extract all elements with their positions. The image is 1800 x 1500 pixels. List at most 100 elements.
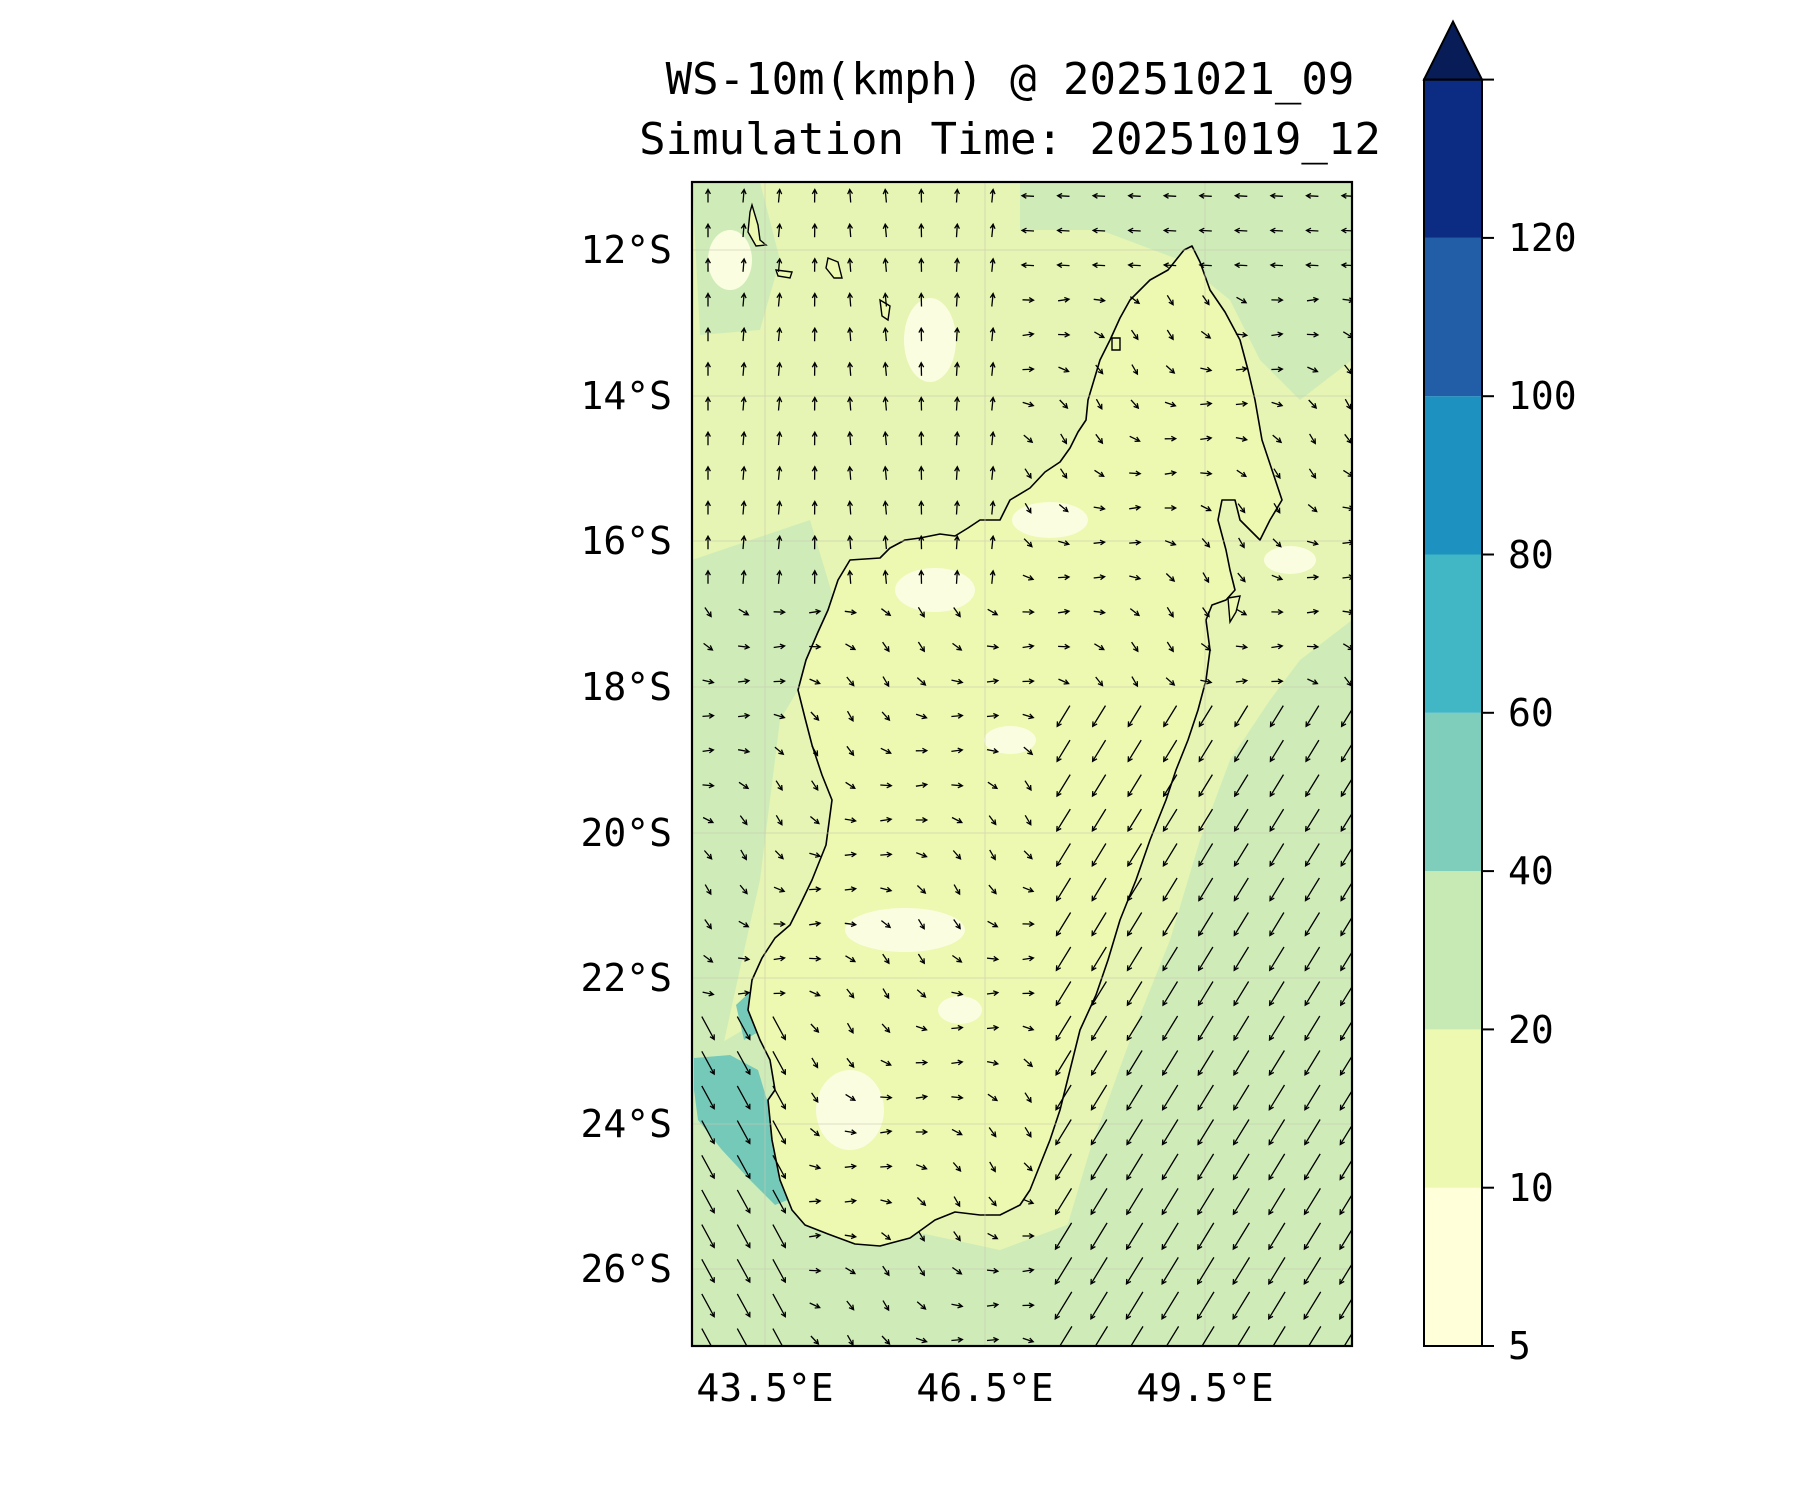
wind-arrow [916, 885, 927, 895]
wind-arrow [989, 430, 996, 446]
wind-arrow [1024, 814, 1032, 826]
wind-arrow [951, 1059, 964, 1066]
wind-arrow [1058, 331, 1071, 338]
wind-arrow [881, 1335, 891, 1345]
wind-arrow [1198, 739, 1213, 763]
wind-arrow [1129, 574, 1142, 581]
wind-arrow [705, 569, 711, 584]
wind-arrow [846, 710, 854, 722]
wind-arrow [1091, 946, 1107, 972]
wind-arrow [1344, 398, 1352, 410]
wind-arrow [1022, 990, 1035, 997]
wind-arrow [1340, 812, 1352, 833]
wind-arrow [1093, 297, 1106, 304]
wind-arrow [1236, 608, 1248, 616]
wind-arrow [916, 1197, 927, 1207]
wind-arrow [1162, 774, 1178, 798]
lat-label-16s: 16°S [580, 519, 672, 563]
wind-arrow [1024, 780, 1032, 792]
colorbar [1422, 19, 1494, 1348]
wind-arrow [1165, 1326, 1180, 1346]
wind-arrow [740, 326, 747, 342]
wind-arrow [1162, 877, 1178, 902]
wind-arrow [702, 712, 715, 719]
wind-arrow [847, 222, 854, 238]
wind-arrow [773, 955, 786, 962]
wind-arrow [775, 780, 783, 792]
wind-arrow [953, 1196, 961, 1208]
wind-arrow [882, 534, 889, 550]
wind-arrow [1202, 295, 1210, 306]
lat-label-12s: 12°S [580, 228, 672, 272]
wind-arrow [1094, 331, 1106, 339]
wind-arrow [1126, 1188, 1144, 1216]
wind-arrow [1059, 399, 1069, 409]
wind-arrow [1095, 676, 1104, 687]
wind-arrow [915, 1337, 928, 1344]
wind-arrow [1022, 401, 1035, 408]
wind-arrow [1268, 946, 1285, 972]
wind-arrow [1339, 1297, 1352, 1320]
wind-arrow [1055, 981, 1072, 1007]
wind-arrow [880, 816, 893, 823]
wind-arrow [1090, 1222, 1108, 1251]
wind-arrow [738, 712, 751, 719]
wind-arrow [915, 1025, 928, 1032]
wind-arrow [1269, 912, 1285, 937]
wind-arrow [809, 920, 822, 927]
wind-arrow [1197, 981, 1214, 1007]
wind-arrow [1091, 981, 1107, 1007]
wind-arrow [1306, 574, 1320, 581]
wind-arrow [846, 1022, 854, 1034]
wind-arrow [1162, 227, 1177, 234]
wind-arrow [1304, 877, 1320, 902]
wind-arrow [918, 361, 925, 376]
wind-arrow [1058, 574, 1071, 581]
wind-arrow [1024, 1126, 1032, 1138]
wind-arrow [951, 1094, 964, 1101]
wind-arrow [1090, 1257, 1108, 1286]
wind-arrow [810, 1335, 820, 1345]
wind-arrow [1339, 1228, 1352, 1251]
wind-arrow [1309, 433, 1316, 445]
wind-arrow [1232, 1291, 1251, 1320]
wind-arrow [773, 609, 786, 615]
wind-arrow [811, 534, 818, 550]
wind-arrow [1058, 540, 1071, 546]
wind-arrow [1236, 1326, 1251, 1346]
wind-arrow [989, 361, 996, 376]
wind-arrow [776, 500, 783, 515]
wind-arrow [1094, 469, 1105, 478]
wind-arrow [989, 849, 996, 861]
wind-arrow [1238, 537, 1245, 549]
wind-arrow [954, 292, 960, 307]
wind-arrow [880, 1094, 893, 1101]
wind-arrow [811, 569, 818, 584]
colorbar-label-40: 40 [1508, 849, 1554, 893]
wind-arrow [1129, 435, 1141, 442]
wind-arrow [1233, 774, 1249, 798]
wind-arrow [1273, 502, 1281, 514]
wind-arrow [1162, 192, 1177, 199]
wind-arrow [740, 361, 747, 376]
wind-arrow [1269, 227, 1283, 234]
wind-arrow [1022, 1198, 1035, 1205]
wind-arrow [951, 678, 964, 685]
wind-arrow [809, 886, 822, 893]
wind-arrow [1022, 955, 1035, 962]
wind-arrow [915, 747, 929, 754]
wind-arrow [844, 1198, 858, 1205]
wind-arrow [809, 990, 821, 997]
wind-arrow [1197, 1119, 1215, 1146]
lat-label-24s: 24°S [580, 1102, 672, 1146]
wind-zone-west [692, 182, 840, 1070]
wind-arrow [1235, 366, 1249, 373]
wind-arrow [701, 1154, 715, 1180]
wind-arrow [776, 188, 783, 203]
wind-arrow [881, 711, 891, 722]
wind-arrow [736, 1293, 751, 1318]
wind-arrow [1056, 227, 1070, 234]
wind-arrow [1303, 1188, 1321, 1216]
wind-arrow [736, 1085, 751, 1110]
wind-arrow [736, 1258, 751, 1284]
